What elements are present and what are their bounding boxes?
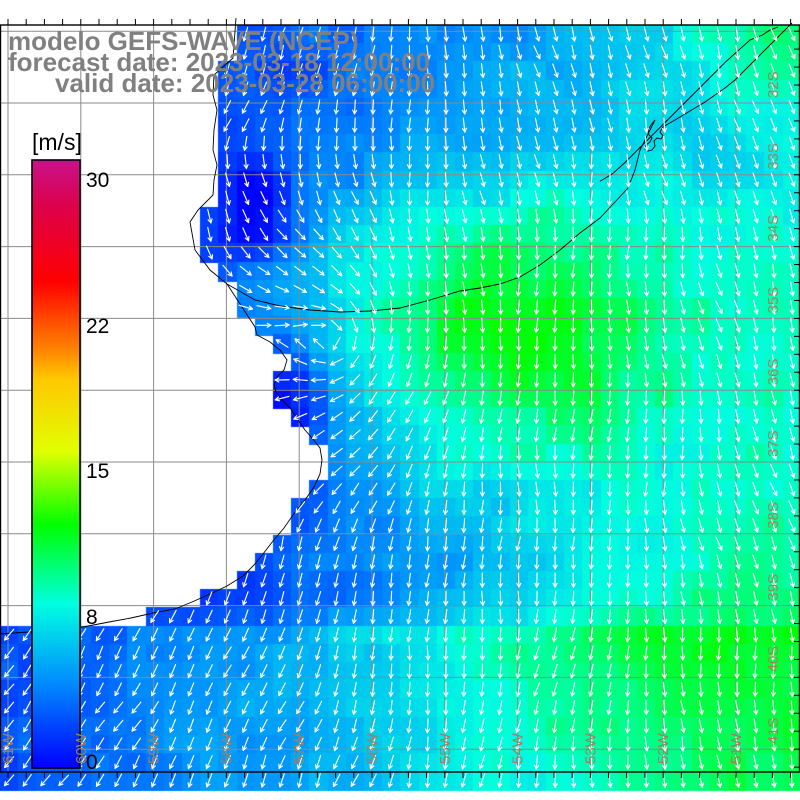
- svg-text:51W: 51W: [728, 732, 745, 764]
- svg-text:22: 22: [86, 315, 109, 338]
- svg-text:56W: 56W: [364, 732, 381, 764]
- svg-text:61W: 61W: [0, 732, 17, 764]
- svg-text:55W: 55W: [437, 732, 454, 764]
- svg-text:40S: 40S: [765, 646, 782, 673]
- svg-text:38S: 38S: [765, 502, 782, 529]
- svg-text:41S: 41S: [765, 717, 782, 744]
- svg-text:8: 8: [86, 606, 98, 629]
- svg-text:30: 30: [86, 169, 109, 192]
- svg-text:53W: 53W: [582, 732, 599, 764]
- svg-text:35S: 35S: [765, 287, 782, 314]
- svg-text:58W: 58W: [218, 732, 235, 764]
- svg-text:37S: 37S: [765, 430, 782, 457]
- svg-text:60W: 60W: [73, 732, 90, 764]
- svg-text:52W: 52W: [655, 732, 672, 764]
- svg-text:[m/s]: [m/s]: [32, 129, 82, 155]
- svg-text:39S: 39S: [765, 574, 782, 601]
- svg-text:57W: 57W: [291, 732, 308, 764]
- svg-text:36S: 36S: [765, 358, 782, 385]
- svg-text:34S: 34S: [765, 215, 782, 242]
- svg-text:59W: 59W: [146, 732, 163, 764]
- svg-text:33S: 33S: [765, 143, 782, 170]
- svg-text:valid date: 2023-03-28 06:00:0: valid date: 2023-03-28 06:00:00: [55, 68, 435, 98]
- svg-text:15: 15: [86, 460, 109, 483]
- svg-text:32S: 32S: [765, 71, 782, 98]
- svg-text:54W: 54W: [510, 732, 527, 764]
